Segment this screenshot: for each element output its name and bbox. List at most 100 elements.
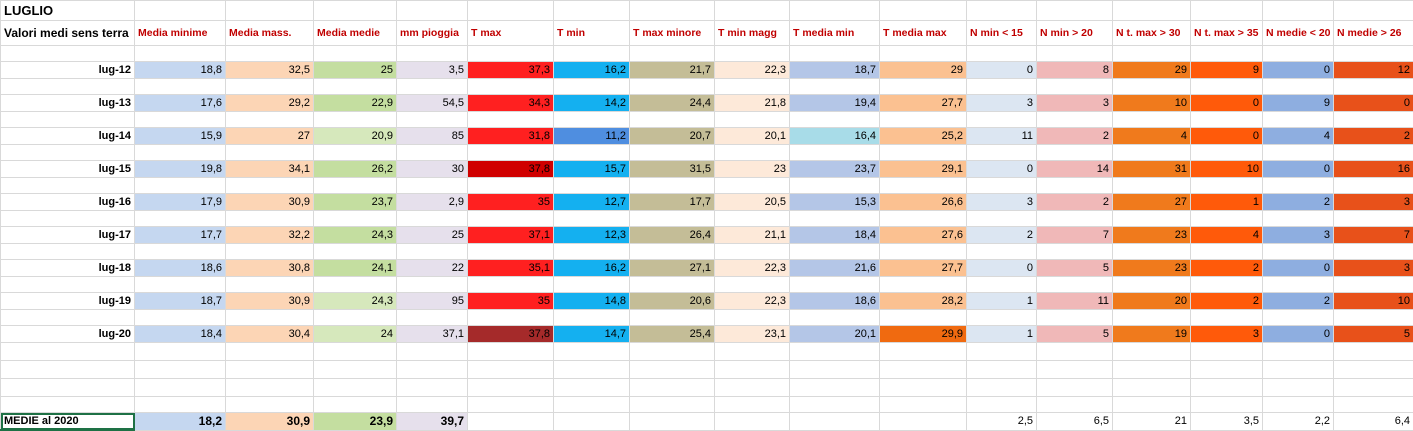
empty-cell[interactable] bbox=[1, 397, 135, 413]
data-cell[interactable]: 2,9 bbox=[397, 194, 468, 211]
empty-cell[interactable] bbox=[967, 361, 1037, 379]
column-header-cell[interactable]: Media mass. bbox=[226, 21, 314, 46]
empty-cell[interactable] bbox=[397, 211, 468, 227]
empty-cell[interactable] bbox=[468, 46, 554, 62]
data-cell[interactable]: 30 bbox=[397, 161, 468, 178]
data-cell[interactable]: 21,6 bbox=[790, 260, 880, 277]
empty-cell[interactable] bbox=[715, 211, 790, 227]
empty-cell[interactable] bbox=[967, 46, 1037, 62]
empty-cell[interactable] bbox=[1, 145, 135, 161]
empty-cell[interactable] bbox=[715, 1, 790, 21]
empty-cell[interactable] bbox=[1037, 46, 1113, 62]
empty-cell[interactable] bbox=[1, 46, 135, 62]
column-header-cell[interactable]: mm pioggia bbox=[397, 21, 468, 46]
empty-cell[interactable] bbox=[630, 343, 715, 361]
empty-cell[interactable] bbox=[1191, 46, 1263, 62]
data-cell[interactable]: 7 bbox=[1334, 227, 1413, 244]
empty-cell[interactable] bbox=[135, 361, 226, 379]
sheet-subtitle-cell[interactable]: Valori medi sens terra bbox=[1, 21, 135, 46]
data-cell[interactable]: 23,7 bbox=[314, 194, 397, 211]
row-label-cell[interactable]: lug-18 bbox=[1, 260, 135, 277]
data-cell[interactable]: 27,6 bbox=[880, 227, 967, 244]
data-cell[interactable]: 20,1 bbox=[790, 326, 880, 343]
footer-label-cell[interactable]: MEDIE al 2020 bbox=[1, 413, 135, 431]
data-cell[interactable]: 35 bbox=[468, 194, 554, 211]
empty-cell[interactable] bbox=[967, 397, 1037, 413]
data-cell[interactable]: 10 bbox=[1334, 293, 1413, 310]
data-cell[interactable]: 24 bbox=[314, 326, 397, 343]
empty-cell[interactable] bbox=[967, 79, 1037, 95]
empty-cell[interactable] bbox=[630, 310, 715, 326]
empty-cell[interactable] bbox=[135, 46, 226, 62]
data-cell[interactable]: 17,7 bbox=[630, 194, 715, 211]
empty-cell[interactable] bbox=[790, 79, 880, 95]
empty-cell[interactable] bbox=[1113, 178, 1191, 194]
empty-cell[interactable] bbox=[880, 79, 967, 95]
empty-cell[interactable] bbox=[1191, 343, 1263, 361]
empty-cell[interactable] bbox=[314, 145, 397, 161]
data-cell[interactable]: 20,1 bbox=[715, 128, 790, 145]
empty-cell[interactable] bbox=[314, 277, 397, 293]
data-cell[interactable]: 18,6 bbox=[135, 260, 226, 277]
data-cell[interactable]: 26,4 bbox=[630, 227, 715, 244]
data-cell[interactable]: 21,1 bbox=[715, 227, 790, 244]
empty-cell[interactable] bbox=[880, 310, 967, 326]
empty-cell[interactable] bbox=[135, 112, 226, 128]
empty-cell[interactable] bbox=[715, 79, 790, 95]
data-cell[interactable]: 22,3 bbox=[715, 260, 790, 277]
empty-cell[interactable] bbox=[1263, 112, 1334, 128]
data-cell[interactable]: 0 bbox=[967, 62, 1037, 79]
empty-cell[interactable] bbox=[1263, 277, 1334, 293]
empty-cell[interactable] bbox=[715, 46, 790, 62]
empty-cell[interactable] bbox=[314, 361, 397, 379]
data-cell[interactable]: 18,8 bbox=[135, 62, 226, 79]
data-cell[interactable]: 0 bbox=[1263, 62, 1334, 79]
empty-cell[interactable] bbox=[314, 343, 397, 361]
data-cell[interactable]: 15,9 bbox=[135, 128, 226, 145]
column-header-cell[interactable]: T max minore bbox=[630, 21, 715, 46]
data-cell[interactable]: 1 bbox=[967, 293, 1037, 310]
empty-cell[interactable] bbox=[880, 277, 967, 293]
data-cell[interactable]: 5 bbox=[1037, 326, 1113, 343]
empty-cell[interactable] bbox=[715, 112, 790, 128]
empty-cell[interactable] bbox=[1334, 343, 1413, 361]
empty-cell[interactable] bbox=[135, 379, 226, 397]
data-cell[interactable]: 1 bbox=[1191, 194, 1263, 211]
data-cell[interactable]: 31,8 bbox=[468, 128, 554, 145]
empty-cell[interactable] bbox=[715, 244, 790, 260]
empty-cell[interactable] bbox=[1191, 145, 1263, 161]
footer-value-cell[interactable]: 6,4 bbox=[1334, 413, 1413, 431]
data-cell[interactable]: 0 bbox=[1263, 326, 1334, 343]
data-cell[interactable]: 2 bbox=[1191, 293, 1263, 310]
data-cell[interactable]: 21,7 bbox=[630, 62, 715, 79]
data-cell[interactable]: 0 bbox=[967, 161, 1037, 178]
empty-cell[interactable] bbox=[468, 277, 554, 293]
empty-cell[interactable] bbox=[314, 178, 397, 194]
empty-cell[interactable] bbox=[314, 79, 397, 95]
empty-cell[interactable] bbox=[967, 277, 1037, 293]
empty-cell[interactable] bbox=[226, 397, 314, 413]
data-cell[interactable]: 3 bbox=[1334, 260, 1413, 277]
row-label-cell[interactable]: lug-20 bbox=[1, 326, 135, 343]
empty-cell[interactable] bbox=[1263, 361, 1334, 379]
data-cell[interactable]: 31,5 bbox=[630, 161, 715, 178]
empty-cell[interactable] bbox=[554, 145, 630, 161]
data-cell[interactable]: 15,7 bbox=[554, 161, 630, 178]
empty-cell[interactable] bbox=[967, 145, 1037, 161]
data-cell[interactable]: 19,4 bbox=[790, 95, 880, 112]
empty-cell[interactable] bbox=[790, 361, 880, 379]
empty-cell[interactable] bbox=[226, 112, 314, 128]
data-cell[interactable]: 3 bbox=[1263, 227, 1334, 244]
data-cell[interactable]: 2 bbox=[1037, 194, 1113, 211]
column-header-cell[interactable]: T media max bbox=[880, 21, 967, 46]
empty-cell[interactable] bbox=[468, 145, 554, 161]
data-cell[interactable]: 23 bbox=[715, 161, 790, 178]
column-header-cell[interactable]: N medie < 20 bbox=[1263, 21, 1334, 46]
data-cell[interactable]: 35 bbox=[468, 293, 554, 310]
data-cell[interactable]: 16,4 bbox=[790, 128, 880, 145]
data-cell[interactable]: 37,1 bbox=[397, 326, 468, 343]
data-cell[interactable]: 27,1 bbox=[630, 260, 715, 277]
empty-cell[interactable] bbox=[1037, 178, 1113, 194]
data-cell[interactable]: 0 bbox=[1191, 128, 1263, 145]
data-cell[interactable]: 32,5 bbox=[226, 62, 314, 79]
